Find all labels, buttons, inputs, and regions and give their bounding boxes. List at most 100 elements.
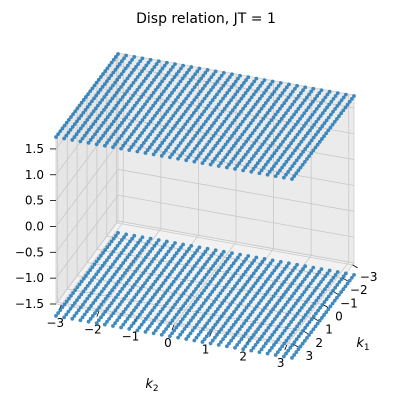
scatter-point — [130, 57, 135, 62]
gridline-z — [55, 169, 119, 253]
scatter-point — [114, 282, 119, 287]
scatter-point — [289, 141, 293, 146]
scatter-point — [129, 83, 134, 88]
scatter-point — [111, 132, 116, 137]
scatter-point — [295, 262, 299, 267]
scatter-point — [118, 276, 123, 281]
scatter-point — [179, 294, 184, 298]
scatter-point — [284, 85, 289, 90]
scatter-point — [192, 325, 197, 330]
scatter-point — [102, 273, 107, 278]
scatter-point — [170, 78, 175, 82]
scatter-point — [314, 132, 318, 137]
scatter-point — [223, 81, 228, 85]
scatter-point — [301, 267, 305, 271]
scatter-point — [113, 80, 117, 85]
scatter-point — [287, 261, 291, 266]
scatter-point — [203, 145, 207, 150]
scatter-point — [145, 265, 150, 270]
scatter-point — [138, 133, 142, 138]
scatter-point — [157, 108, 162, 112]
scatter-point — [250, 261, 254, 266]
scatter-point — [229, 277, 234, 281]
scatter-point — [180, 76, 185, 81]
scatter-point — [246, 75, 251, 80]
scatter-point — [138, 286, 143, 291]
scatter-point — [152, 256, 156, 261]
scatter-point — [191, 254, 195, 258]
scatter-point — [96, 90, 101, 95]
scatter-point — [163, 291, 168, 296]
scatter-point — [143, 151, 148, 155]
scatter-point — [150, 142, 154, 147]
scatter-point — [199, 304, 204, 309]
scatter-point — [258, 262, 263, 267]
scatter-point — [123, 128, 128, 132]
scatter-point — [288, 105, 293, 110]
scatter-point — [251, 118, 255, 123]
scatter-point — [141, 271, 146, 275]
scatter-point — [126, 99, 131, 104]
scatter-point — [270, 271, 275, 276]
scatter-point — [155, 85, 160, 89]
scatter-point — [232, 297, 237, 301]
scatter-point — [229, 338, 234, 343]
scatter-point — [235, 151, 240, 156]
scatter-point — [129, 275, 133, 280]
scatter-point — [94, 142, 99, 147]
scatter-point — [122, 105, 127, 109]
scatter-point — [224, 116, 229, 121]
scatter-point — [288, 333, 293, 337]
scatter-point — [108, 265, 113, 270]
scatter-point — [117, 241, 122, 245]
scatter-point — [119, 72, 124, 76]
scatter-point — [259, 168, 264, 173]
scatter-point — [240, 119, 245, 124]
scatter-point — [231, 274, 236, 278]
scatter-point — [299, 126, 304, 131]
scatter-point — [124, 53, 129, 58]
scatter-point — [97, 305, 102, 310]
scatter-point — [145, 148, 150, 153]
scatter-point — [146, 314, 150, 318]
scatter-point — [194, 261, 199, 266]
scatter-point — [277, 132, 281, 137]
scatter-point — [233, 154, 238, 158]
scatter-point — [97, 292, 102, 297]
scatter-point — [280, 152, 285, 157]
x-tick-label: 3 — [277, 356, 285, 370]
scatter-point — [231, 156, 236, 161]
scatter-point — [176, 143, 181, 148]
scatter-point — [205, 129, 210, 134]
scatter-point — [298, 282, 303, 287]
scatter-point — [156, 133, 161, 138]
scatter-point — [183, 288, 188, 293]
scatter-point — [270, 320, 275, 324]
scatter-point — [204, 155, 209, 160]
scatter-point — [149, 259, 154, 264]
scatter-point — [196, 271, 201, 276]
scatter-point — [233, 332, 238, 337]
scatter-point — [241, 285, 246, 290]
scatter-point — [132, 282, 137, 287]
scatter-point — [91, 122, 96, 127]
scatter-point — [294, 96, 299, 101]
scatter-point — [236, 76, 240, 81]
scatter-point — [261, 116, 266, 121]
scatter-point — [335, 282, 340, 287]
scatter-point — [286, 274, 291, 279]
scatter-point — [274, 265, 279, 270]
scatter-point — [219, 340, 223, 344]
x-tick-label: 0 — [164, 336, 172, 350]
scatter-point — [116, 279, 121, 284]
scatter-point — [233, 79, 238, 84]
scatter-point — [87, 115, 92, 119]
scatter-point — [151, 103, 156, 108]
scatter-point — [202, 109, 207, 114]
scatter-point — [233, 320, 238, 324]
scatter-point — [239, 324, 244, 329]
scatter-point — [209, 149, 213, 154]
scatter-point — [81, 302, 85, 307]
scatter-point — [115, 139, 120, 144]
